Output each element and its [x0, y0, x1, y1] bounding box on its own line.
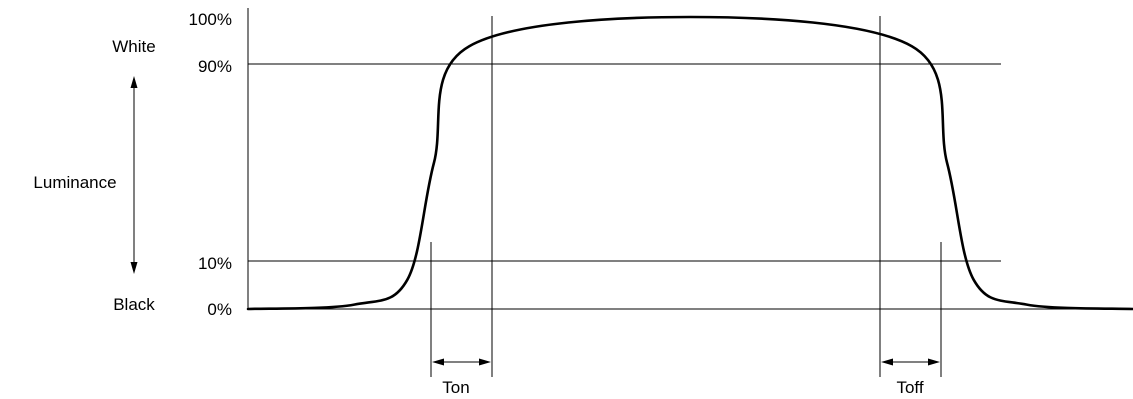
y-tick-label-100: 100%	[189, 10, 232, 29]
y-tick-label-0: 0%	[207, 300, 232, 319]
toff-label: Toff	[896, 378, 923, 397]
ton-dimension-arrow	[432, 358, 491, 366]
y-tick-label-90: 90%	[198, 57, 232, 76]
black-label: Black	[113, 295, 155, 314]
ton-label: Ton	[442, 378, 469, 397]
luminance-double-arrow	[130, 76, 138, 274]
white-label: White	[112, 37, 155, 56]
toff-dimension-arrow	[881, 358, 940, 366]
y-tick-label-10: 10%	[198, 254, 232, 273]
luminance-curve	[246, 15, 1133, 311]
y-axis-title: Luminance	[33, 173, 116, 192]
